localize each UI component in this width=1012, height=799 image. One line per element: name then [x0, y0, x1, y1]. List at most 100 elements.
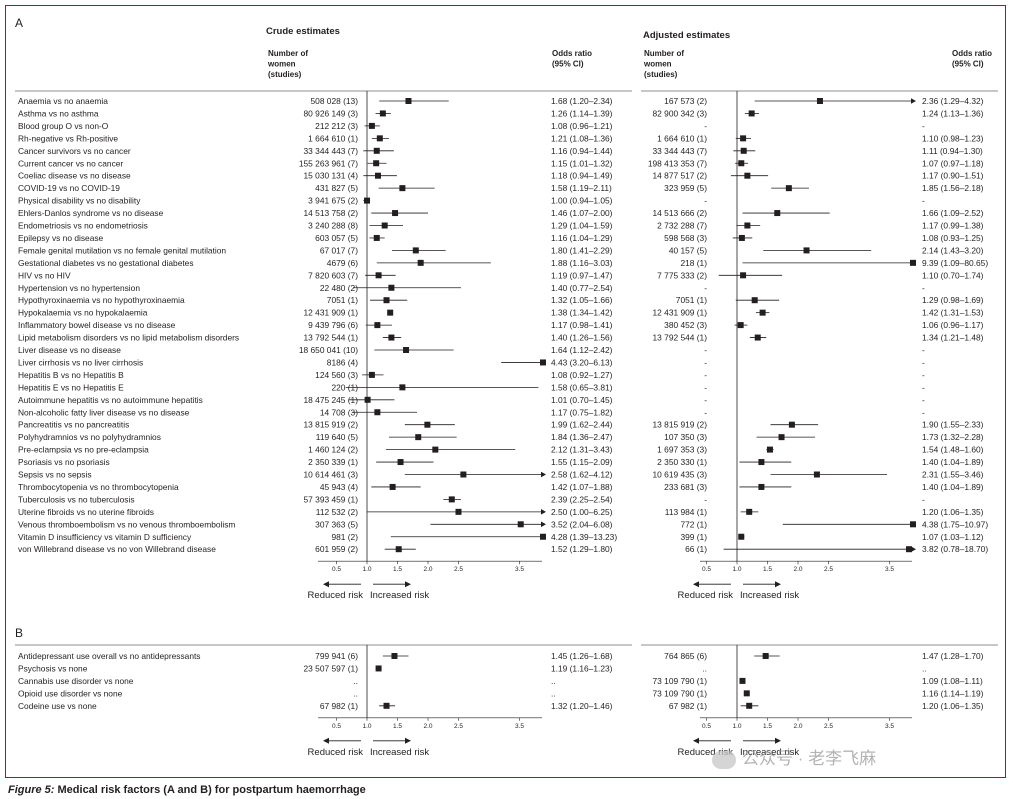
adjusted-or-value: 1.34 (1.21–1.48): [922, 333, 984, 343]
crude-point-estimate: [368, 371, 375, 378]
adjusted-n-value: 73 109 790 (1): [653, 676, 708, 686]
adjusted-or-value: 1.85 (1.56–2.18): [922, 183, 984, 193]
axis-tick-label: 0.5: [332, 723, 341, 730]
adjusted-or-value: ..: [922, 663, 927, 673]
crude-or-value: 4.28 (1.39–13.23): [551, 532, 617, 542]
adjusted-n-value: 380 452 (3): [664, 320, 707, 330]
row-label: Hepatitis B vs no Hepatitis B: [18, 370, 124, 380]
adjusted-or-value: 1.20 (1.06–1.35): [922, 507, 984, 517]
adj-point-estimate: [744, 172, 751, 179]
row-label: Antidepressant use overall vs no antidep…: [18, 651, 201, 661]
crude-n-value: 799 941 (6): [315, 651, 358, 661]
crude-or-value: 1.58 (0.65–3.81): [551, 382, 613, 392]
adjusted-n-header: women: [643, 60, 672, 69]
crude-point-estimate: [373, 160, 380, 167]
crude-n-value: 14 708 (3): [320, 407, 358, 417]
adjusted-or-value: 1.24 (1.13–1.36): [922, 108, 984, 118]
crude-or-value: 1.00 (0.94–1.05): [551, 196, 613, 206]
crude-n-value: ..: [353, 676, 358, 686]
adjusted-n-value: 764 865 (6): [664, 651, 707, 661]
increased-risk-label: Increased risk: [370, 590, 429, 601]
crude-n-value: 33 344 443 (7): [304, 146, 359, 156]
crude-n-value: 2 350 339 (1): [308, 457, 358, 467]
row-label: Hypertension vs no hypertension: [18, 283, 140, 293]
adjusted-n-value: 14 513 666 (2): [653, 208, 708, 218]
crude-or-value: 1.40 (0.77–2.54): [551, 283, 613, 293]
row-label: Liver cirrhosis vs no liver cirrhosis: [18, 357, 143, 367]
axis-tick-label: 2.5: [824, 723, 833, 730]
adjusted-n-value: 107 350 (3): [664, 432, 707, 442]
adj-ci-arrow: [911, 546, 916, 552]
adjusted-n-value: 73 109 790 (1): [653, 688, 708, 698]
increased-risk-arrowhead: [775, 581, 781, 588]
crude-point-estimate: [368, 122, 375, 129]
axis-tick-label: 2.5: [454, 723, 463, 730]
row-label: Female genital mutilation vs no female g…: [18, 245, 226, 255]
crude-n-value: 307 363 (5): [315, 519, 358, 529]
adjusted-n-value: 7 775 333 (2): [657, 270, 707, 280]
crude-or-value: 1.19 (0.97–1.47): [551, 270, 613, 280]
adjusted-or-value: -: [922, 121, 925, 131]
row-label: Ehlers-Danlos syndrome vs no disease: [18, 208, 164, 218]
reduced-risk-label: Reduced risk: [678, 747, 734, 758]
adjusted-or-value: 1.17 (0.99–1.38): [922, 221, 984, 231]
crude-point-estimate: [455, 508, 462, 515]
adjusted-or-value: 1.10 (0.98–1.23): [922, 133, 984, 143]
crude-n-value: 10 614 461 (3): [304, 470, 359, 480]
adjusted-or-value: 1.73 (1.32–2.28): [922, 432, 984, 442]
crude-n-value: 124 560 (3): [315, 370, 358, 380]
crude-point-estimate: [405, 98, 412, 104]
row-label: Uterine fibroids vs no uterine fibroids: [18, 507, 154, 517]
crude-point-estimate: [375, 272, 382, 279]
adjusted-n-value: 167 573 (2): [664, 96, 707, 106]
adjusted-n-value: 323 959 (5): [664, 183, 707, 193]
adjusted-or-value: 1.16 (1.14–1.19): [922, 688, 984, 698]
adjusted-or-value: 1.40 (1.04–1.89): [922, 457, 984, 467]
adj-point-estimate: [758, 483, 765, 490]
crude-or-value: 1.58 (1.19–2.11): [551, 183, 612, 193]
adj-point-estimate: [906, 546, 913, 553]
crude-n-value: 14 513 758 (2): [304, 208, 359, 218]
crude-n-value: 601 959 (2): [315, 544, 358, 554]
adj-point-estimate: [737, 322, 744, 329]
reduced-risk-label: Reduced risk: [678, 590, 734, 601]
crude-n-value: 3 941 675 (2): [308, 196, 358, 206]
adjusted-n-value: 1 697 353 (3): [657, 445, 707, 455]
crude-point-estimate: [364, 197, 370, 204]
adjusted-or-header: Odds ratio: [952, 49, 992, 58]
crude-n-header: (studies): [268, 70, 302, 79]
adjusted-n-value: -: [704, 494, 707, 504]
adjusted-or-value: -: [922, 370, 925, 380]
wechat-logo-icon: [712, 750, 736, 769]
adj-point-estimate: [813, 471, 820, 478]
crude-or-value: 1.55 (1.15–2.09): [551, 457, 613, 467]
adjusted-n-value: 10 619 435 (3): [653, 470, 708, 480]
reduced-risk-label: Reduced risk: [308, 747, 364, 758]
row-label: Coeliac disease vs no disease: [18, 171, 131, 181]
adj-point-estimate: [743, 690, 750, 697]
crude-n-value: 431 827 (5): [315, 183, 358, 193]
adjusted-n-value: -: [704, 395, 707, 405]
adjusted-n-value: 13 815 919 (2): [653, 420, 708, 430]
crude-or-value: 1.29 (1.04–1.59): [551, 221, 613, 231]
crude-n-value: 1 460 124 (2): [308, 445, 358, 455]
axis-tick-label: 0.5: [702, 566, 711, 573]
adjusted-or-value: -: [922, 283, 925, 293]
crude-or-value: 2.12 (1.31–3.43): [551, 445, 613, 455]
adj-point-estimate: [762, 653, 769, 659]
crude-n-value: 22 480 (2): [320, 283, 358, 293]
crude-n-value: 112 532 (2): [316, 507, 358, 517]
adjusted-or-header: (95% CI): [952, 60, 984, 69]
axis-tick-label: 1.5: [763, 723, 772, 730]
adj-point-estimate: [766, 446, 773, 453]
crude-point-estimate: [517, 521, 524, 528]
row-label: Codeine use vs none: [18, 701, 97, 711]
crude-n-value: 13 792 544 (1): [304, 333, 359, 343]
adj-point-estimate: [740, 272, 747, 279]
adj-point-estimate: [758, 459, 765, 466]
adjusted-n-value: 218 (1): [680, 258, 707, 268]
crude-or-value: 1.16 (0.94–1.44): [551, 146, 613, 156]
crude-ci-arrow: [541, 471, 546, 478]
adj-point-estimate: [751, 297, 758, 304]
